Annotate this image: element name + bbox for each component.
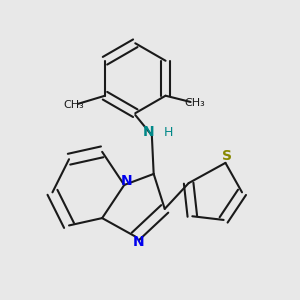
Text: H: H	[164, 126, 173, 139]
Text: N: N	[120, 173, 132, 188]
Text: N: N	[133, 235, 145, 249]
Text: S: S	[222, 148, 232, 163]
Text: CH₃: CH₃	[63, 100, 84, 110]
Text: CH₃: CH₃	[184, 98, 206, 108]
Text: N: N	[142, 125, 154, 139]
